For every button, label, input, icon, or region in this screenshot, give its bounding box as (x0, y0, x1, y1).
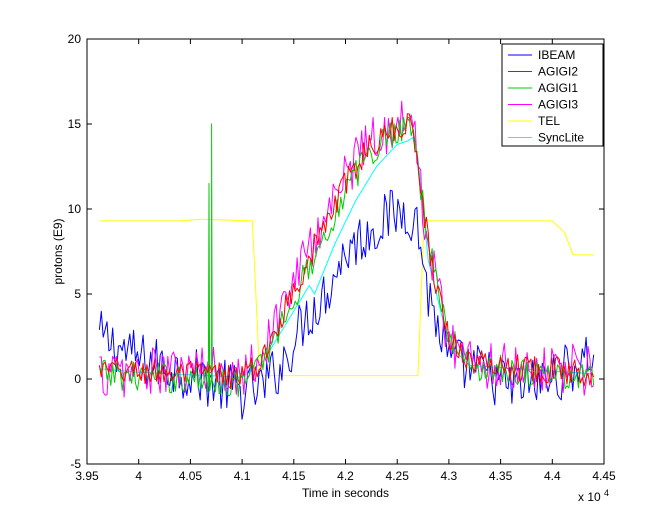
x-tick-label: 3.95 (75, 469, 99, 483)
series-line-synclite (99, 137, 594, 378)
y-tick-label: 10 (68, 202, 82, 216)
x-multiplier: x 10 4 (578, 488, 609, 504)
x-axis-label: Time in seconds (302, 486, 389, 500)
series-line-tel (99, 218, 594, 377)
legend-label-agigi1: AGIGI1 (538, 81, 578, 95)
series-line-ibeam (98, 189, 595, 420)
series-line-agigi1 (98, 116, 595, 398)
series-line-agigi3 (99, 100, 595, 398)
y-tick-label: 5 (74, 287, 81, 301)
y-tick-label: 15 (68, 117, 82, 131)
x-tick-label: 4.1 (234, 469, 251, 483)
x-tick-label: 4.05 (179, 469, 203, 483)
ticks-layer: 3.95 4 4.05 4.1 4.15 4.2 4.25 4.3 4.35 4.4 4.45 -5 0… (68, 32, 616, 483)
legend-label-agigi3: AGIGI3 (538, 98, 578, 112)
x-tick-label: 4 (135, 469, 142, 483)
x-multiplier-base: x 10 (578, 490, 601, 504)
y-tick-label: 20 (68, 32, 82, 46)
series-line-agigi2 (98, 113, 595, 389)
x-multiplier-exponent: 4 (604, 488, 609, 498)
x-tick-label: 4.3 (441, 469, 458, 483)
legend: IBEAM AGIGI2 AGIGI1 AGIGI3 TEL SyncLite (501, 43, 604, 147)
legend-label-synclite: SyncLite (538, 131, 584, 145)
x-tick-label: 4.45 (592, 469, 616, 483)
x-tick-label: 4.35 (489, 469, 513, 483)
legend-label-ibeam: IBEAM (538, 48, 575, 62)
y-tick-label: 0 (74, 372, 81, 386)
y-tick-label: -5 (70, 457, 81, 471)
y-axis-label: protons (E9) (51, 218, 65, 284)
legend-label-agigi2: AGIGI2 (538, 65, 578, 79)
legend-label-tel: TEL (538, 114, 560, 128)
legend-box (501, 43, 604, 147)
x-tick-label: 4.4 (544, 469, 561, 483)
x-tick-label: 4.25 (386, 469, 410, 483)
series-layer (98, 100, 595, 420)
x-tick-label: 4.2 (337, 469, 354, 483)
x-tick-label: 4.15 (282, 469, 306, 483)
